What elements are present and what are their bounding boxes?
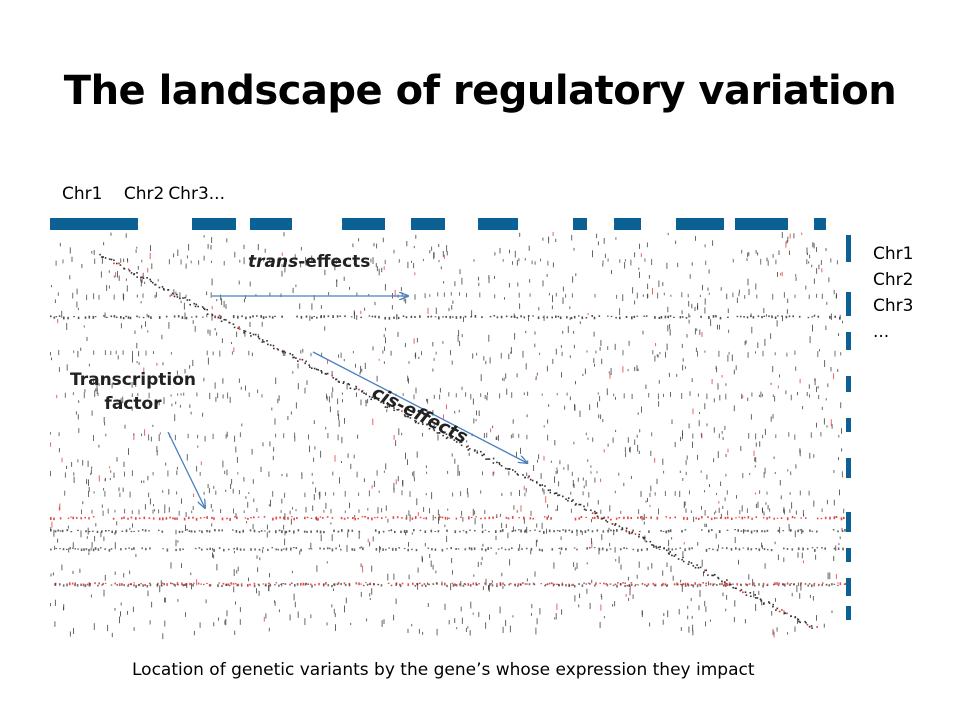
chromosome-segment-top bbox=[50, 218, 138, 230]
cis-effects-arrow bbox=[312, 351, 527, 463]
chromosome-segment-right bbox=[846, 418, 851, 432]
chromosome-segment-right bbox=[846, 235, 851, 262]
chromosome-segment-top bbox=[478, 218, 518, 230]
row-label-more: ... bbox=[873, 322, 890, 342]
chromosome-segment-right bbox=[846, 376, 851, 392]
variant-dots bbox=[50, 232, 847, 640]
column-label-chr3: Chr3... bbox=[168, 184, 225, 204]
chromosome-segment-right bbox=[846, 332, 851, 350]
row-chromosome-labels: Chr1 Chr2 Chr3 ... bbox=[873, 241, 913, 345]
chromosome-segment-top bbox=[192, 218, 236, 230]
chromosome-segment-top bbox=[342, 218, 385, 230]
chromosome-segment-right bbox=[846, 458, 851, 478]
trans-suffix-text: -effects bbox=[298, 252, 371, 272]
row-chromosome-bars bbox=[846, 235, 851, 620]
trans-effects-label: trans-effects bbox=[248, 252, 370, 272]
chromosome-segment-top bbox=[250, 218, 292, 230]
tf-label-line1: Transcription bbox=[70, 370, 196, 390]
chromosome-segment-top bbox=[573, 218, 587, 230]
column-chromosome-labels: Chr1 Chr2 Chr3... bbox=[62, 184, 225, 204]
chromosome-segment-right bbox=[846, 292, 851, 316]
chromosome-segment-top bbox=[735, 218, 788, 230]
transcription-factor-arrow bbox=[167, 431, 205, 508]
transcription-factor-label: Transcription factor bbox=[70, 368, 196, 416]
chromosome-segment-right bbox=[846, 512, 851, 532]
tf-label-line2: factor bbox=[104, 394, 162, 414]
chromosome-segment-right bbox=[846, 548, 851, 562]
chromosome-segment-top bbox=[614, 218, 641, 230]
chromosome-segment-right bbox=[846, 606, 851, 620]
column-label-chr1: Chr1 bbox=[62, 184, 103, 204]
chromosome-segment-top bbox=[814, 218, 826, 230]
x-axis-caption: Location of genetic variants by the gene… bbox=[132, 660, 755, 680]
trans-italic-text: trans bbox=[248, 252, 299, 272]
row-label-chr2: Chr2 bbox=[873, 270, 914, 290]
column-label-chr2: Chr2 bbox=[123, 184, 165, 204]
chromosome-segment-right bbox=[846, 578, 851, 596]
slide-title: The landscape of regulatory variation bbox=[63, 68, 897, 114]
row-label-chr1: Chr1 bbox=[873, 244, 914, 264]
chromosome-segment-top bbox=[411, 218, 445, 230]
row-label-chr3: Chr3 bbox=[873, 296, 914, 316]
column-chromosome-bars bbox=[50, 218, 826, 230]
chromosome-segment-top bbox=[676, 218, 724, 230]
